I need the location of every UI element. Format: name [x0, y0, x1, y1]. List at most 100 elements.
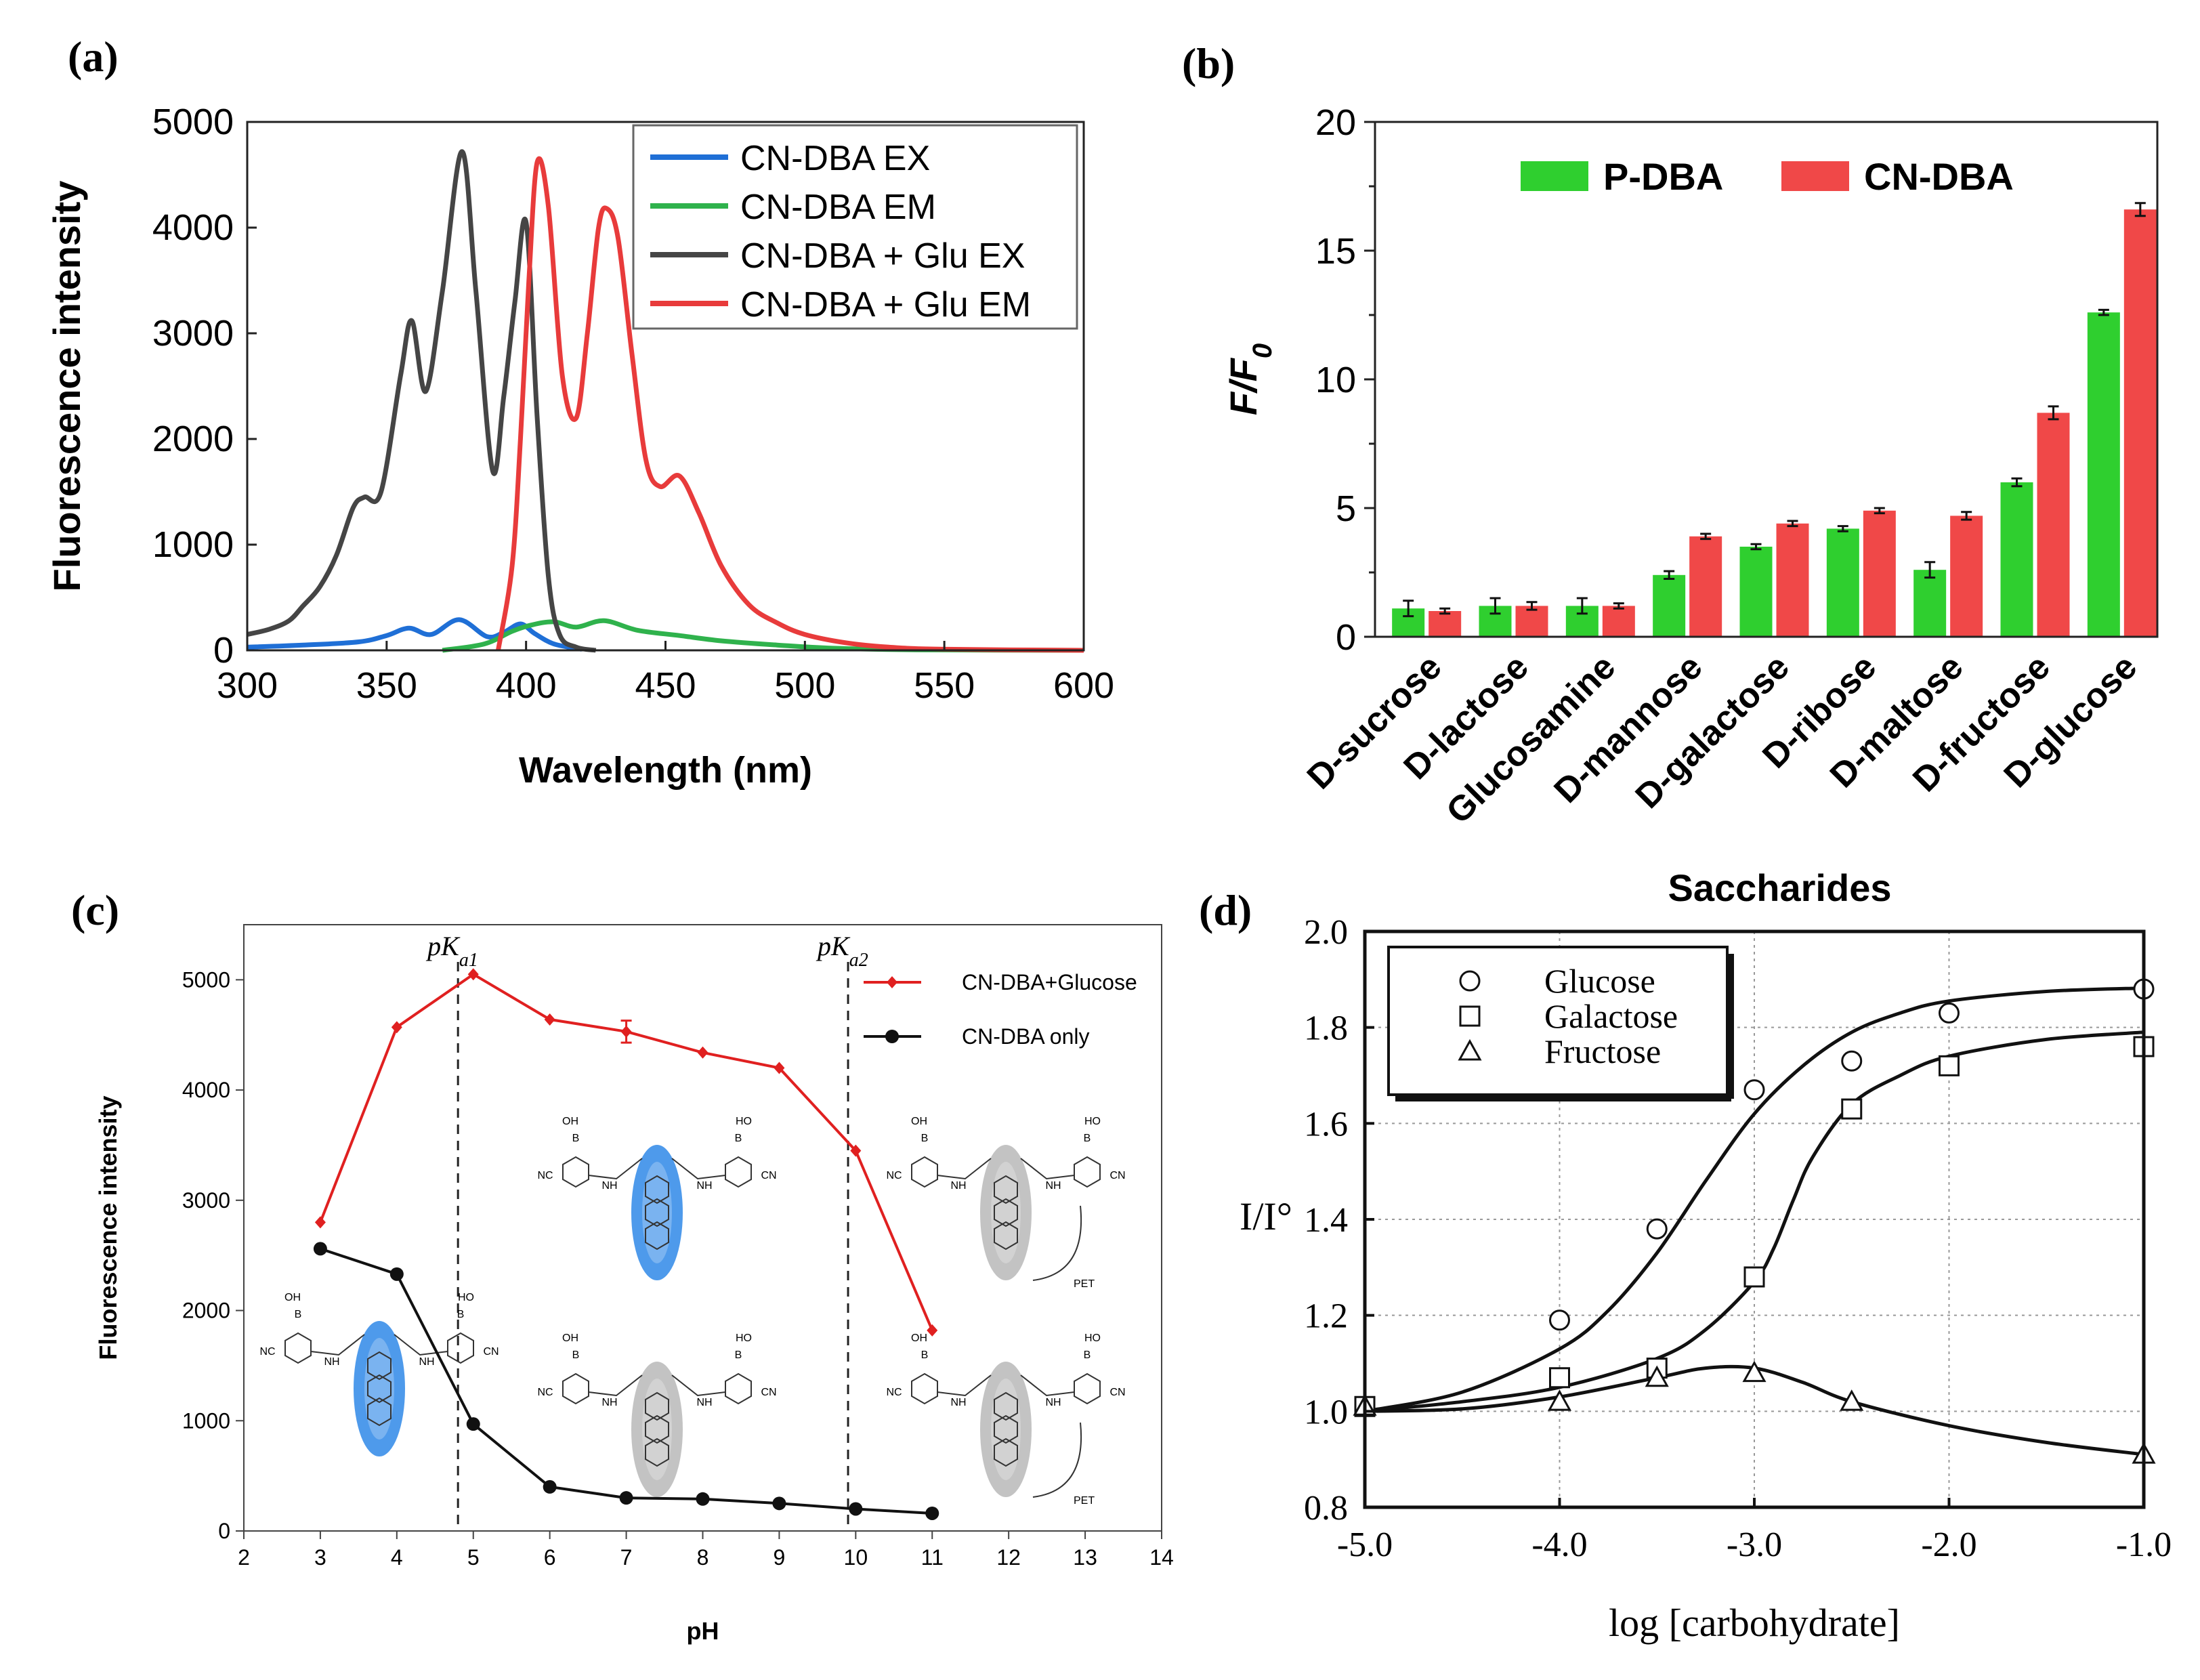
- data-point-circle: [925, 1506, 939, 1520]
- bar-p-dba-d-ribose: [1826, 528, 1859, 637]
- panel-label-b: (b): [1182, 39, 1235, 87]
- data-point-diamond: [850, 1144, 862, 1157]
- y-tick-label: 0: [1336, 617, 1356, 658]
- data-point-galactose: [1841, 1098, 1863, 1120]
- x-axis-label: pH: [687, 1617, 719, 1645]
- hydroxyl-label: OH: [911, 1332, 927, 1344]
- pka-subscript: a1: [459, 950, 478, 971]
- hydroxyl-label: HO: [1084, 1116, 1101, 1127]
- data-point-glucose: [1549, 1309, 1570, 1331]
- boron-label: B: [1084, 1349, 1091, 1361]
- error-bar: [1576, 597, 1588, 615]
- bar-cn-dba-d-sucrose: [1429, 611, 1462, 637]
- x-tick-label: 600: [1053, 665, 1114, 706]
- error-bar: [1787, 520, 1798, 528]
- hydroxyl-label: OH: [911, 1116, 927, 1127]
- anthracene-ring: [645, 1198, 669, 1227]
- bar-cn-dba-d-glucose: [2123, 209, 2157, 637]
- amine-label: NH: [1045, 1180, 1061, 1192]
- molecule-glow-core: [991, 1162, 1021, 1263]
- y-tick-label: 1.8: [1304, 1009, 1348, 1048]
- cyano-label: NC: [537, 1387, 553, 1398]
- data-point-glucose: [1743, 1079, 1765, 1101]
- anthracene-ring: [367, 1374, 392, 1404]
- data-point-diamond: [391, 1021, 402, 1034]
- y-tick-label: 1000: [152, 524, 234, 565]
- hydroxyl-label: OH: [562, 1332, 578, 1344]
- x-tick-label: -1.0: [2116, 1526, 2172, 1564]
- error-bar: [1489, 597, 1501, 615]
- boron-label: B: [1084, 1133, 1091, 1144]
- error-bar: [2134, 202, 2146, 217]
- amine-label: NH: [1045, 1397, 1061, 1408]
- error-bar: [1924, 561, 1936, 579]
- data-point-fructose: [1645, 1365, 1669, 1387]
- x-tick-label: -2.0: [1921, 1526, 1976, 1564]
- anthracene-ring: [645, 1391, 669, 1421]
- legend-entry: CN-DBA + Glu EM: [740, 285, 1031, 324]
- benzene-ring: [911, 1372, 938, 1405]
- bond-line: [937, 1158, 992, 1180]
- error-bar: [1439, 607, 1451, 615]
- anthracene-ring: [994, 1414, 1018, 1444]
- cyano-label: NC: [537, 1170, 553, 1181]
- error-bar: [1837, 525, 1848, 532]
- y-tick-label: 1.0: [1304, 1393, 1348, 1431]
- panel-d-chart: -5.0 -4.0 -3.0 -2.0 -1.0 0.8 1.0 1.2 1.4 1.6 1.8 2.…: [1240, 913, 2172, 1645]
- x-tick-label: -5.0: [1337, 1526, 1393, 1564]
- panel-b-chart: D-sucroseD-lactoseGlucosamineD-mannoseD-…: [1222, 102, 2159, 909]
- y-tick-label: 4000: [152, 207, 234, 248]
- x-tick-label: 10: [844, 1545, 868, 1570]
- molecule-glow: [631, 1362, 683, 1497]
- data-point-diamond: [314, 1216, 326, 1229]
- bar-cn-dba-d-ribose: [1863, 510, 1896, 637]
- benzene-ring: [1074, 1372, 1101, 1405]
- bar-cn-dba-d-mannose: [1689, 536, 1722, 637]
- data-point-galactose: [1743, 1266, 1765, 1288]
- benzene-ring: [725, 1156, 752, 1188]
- pet-arrow: [1032, 1205, 1082, 1281]
- molecule-glow-core: [642, 1379, 672, 1480]
- legend-entry: P-DBA: [1603, 155, 1723, 198]
- bar-cn-dba-glucosamine: [1602, 606, 1635, 637]
- bond-line: [671, 1158, 726, 1180]
- x-tick-label: 9: [774, 1545, 786, 1570]
- amine-label: NH: [696, 1397, 712, 1408]
- cyano-label: CN: [1109, 1170, 1125, 1181]
- amine-label: NH: [601, 1397, 617, 1408]
- x-tick-label: 5: [467, 1545, 480, 1570]
- bond-line: [671, 1374, 726, 1397]
- x-tick-label: 13: [1073, 1545, 1097, 1570]
- bond-line: [310, 1334, 365, 1356]
- y-tick-label: 3000: [182, 1188, 230, 1213]
- molecule-structure-icon: NH NC B OH NH CN B HO PET: [886, 1116, 1125, 1290]
- benzene-ring: [284, 1332, 312, 1364]
- legend-swatch: [1521, 161, 1588, 191]
- legend-marker: [885, 1030, 899, 1043]
- bar-cn-dba-d-maltose: [1950, 516, 1983, 637]
- amine-label: NH: [950, 1180, 966, 1192]
- y-tick-label: 5000: [182, 967, 230, 992]
- molecule-structure-icon: NH NC B OH NH CN B HO: [537, 1332, 777, 1497]
- hydroxyl-label: HO: [1084, 1332, 1101, 1344]
- legend-entry: CN-DBA + Glu EX: [740, 236, 1025, 276]
- cyano-label: CN: [761, 1170, 776, 1181]
- amine-label: NH: [419, 1356, 434, 1368]
- pet-label: PET: [1074, 1278, 1095, 1290]
- amine-label: NH: [950, 1397, 966, 1408]
- hydroxyl-label: HO: [736, 1332, 752, 1344]
- legend-marker: [1459, 1005, 1481, 1027]
- x-tick-label: 11: [921, 1545, 944, 1570]
- x-tick-label: 14: [1149, 1545, 1174, 1570]
- x-axis-label: log [carbohydrate]: [1609, 1601, 1900, 1645]
- boron-label: B: [735, 1133, 742, 1144]
- molecule-glow: [354, 1321, 405, 1456]
- x-tick-label: 550: [914, 665, 975, 706]
- error-bar: [1526, 601, 1538, 611]
- error-bar: [1403, 600, 1414, 618]
- cyano-label: NC: [886, 1387, 902, 1398]
- boron-label: B: [735, 1349, 742, 1361]
- y-tick-label: 1.4: [1304, 1201, 1348, 1240]
- y-tick-label: 2000: [152, 419, 234, 459]
- error-bar: [1664, 570, 1675, 580]
